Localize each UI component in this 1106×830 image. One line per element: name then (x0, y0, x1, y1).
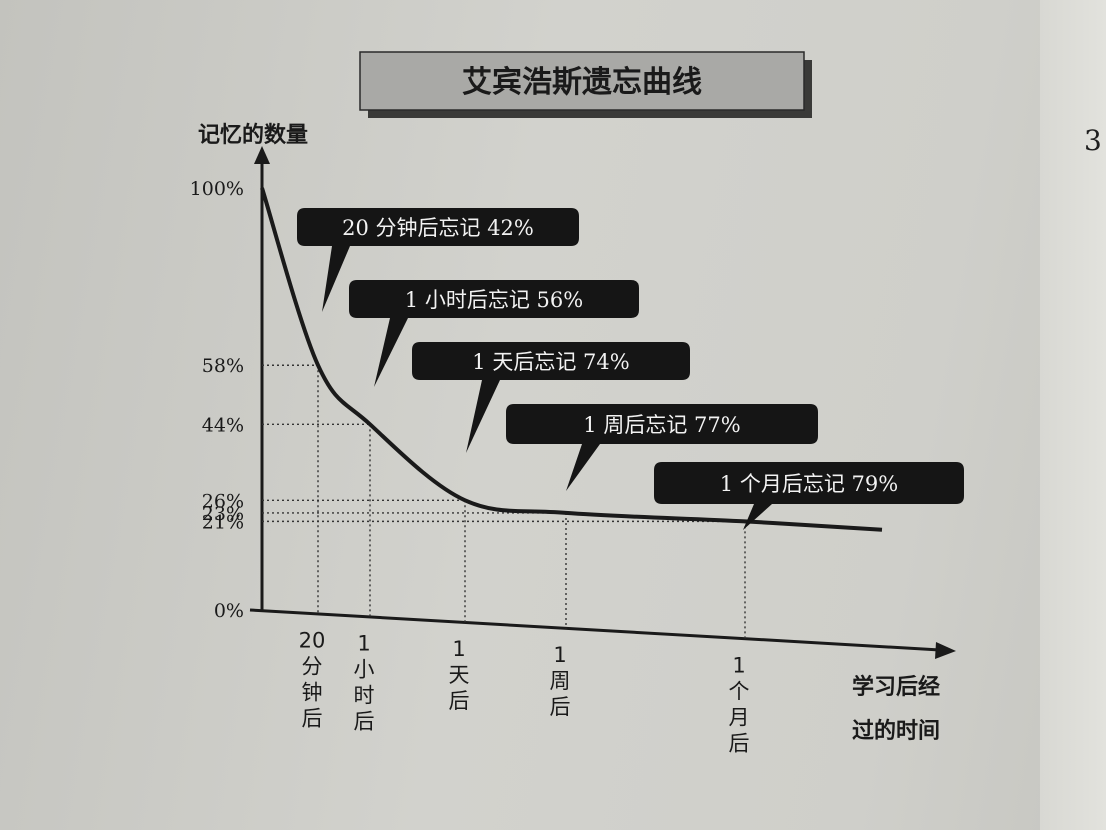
adjacent-page: 3 (1040, 0, 1106, 830)
callout-text: 1 个月后忘记 79% (720, 472, 898, 496)
callout-text: 1 周后忘记 77% (583, 413, 740, 437)
callout: 1 天后忘记 74% (412, 342, 690, 453)
y-tick-label: 23% (202, 503, 244, 525)
x-tick-label-char: 钟 (302, 681, 323, 705)
chart-title-box: 艾宾浩斯遗忘曲线 (359, 51, 812, 118)
callout-bubble (506, 404, 818, 491)
x-tick-label-char: 1 (357, 632, 370, 656)
guide-lines (262, 364, 746, 639)
x-tick-label: 1天后 (449, 637, 470, 713)
callout: 1 个月后忘记 79% (654, 462, 964, 530)
y-tick-label: 0% (214, 600, 244, 622)
y-tick-labels: 0% 21%23%26% 44% 58% 100% (190, 178, 244, 622)
y-tick-label: 21% (202, 511, 244, 533)
x-tick-label-char: 时 (354, 684, 375, 708)
x-tick-label-char: 1 (553, 643, 566, 667)
x-axis-label-line-2: 过的时间 (852, 718, 940, 744)
x-tick-label-char: 分 (302, 655, 323, 679)
x-tick-label-char: 1 (452, 637, 465, 661)
x-axis-line (249, 608, 941, 652)
y-tick-label: 44% (202, 414, 244, 436)
x-tick-label-char: 小 (354, 658, 375, 682)
y-tick-label: 58% (202, 355, 244, 377)
x-tick-label-char: 月 (729, 705, 750, 729)
callout: 1 周后忘记 77% (506, 404, 818, 491)
x-tick-label-char: 周 (550, 669, 571, 693)
page-number: 3 (1084, 124, 1102, 157)
forgetting-curve-chart: 艾宾浩斯遗忘曲线 记忆的数量 学习后经 过的时间 0% 21%23%26% 44% 5… (190, 51, 964, 756)
x-tick-label-char: 个 (729, 679, 750, 703)
x-tick-label: 1周后 (550, 643, 571, 719)
x-tick-label-char: 天 (449, 663, 470, 687)
callout-bubble (297, 208, 579, 312)
x-axis-arrow (935, 642, 956, 659)
x-tick-label-char: 20 (299, 629, 326, 653)
x-tick-label-char: 后 (550, 695, 571, 719)
callout-text: 1 天后忘记 74% (472, 350, 629, 374)
callout-bubble (349, 280, 639, 387)
axes (249, 146, 956, 659)
callout-text: 1 小时后忘记 56% (405, 288, 583, 312)
y-axis-label: 记忆的数量 (198, 122, 308, 148)
x-tick-label-char: 后 (302, 707, 323, 731)
callouts: 20 分钟后忘记 42% 1 小时后忘记 56% 1 天后忘记 74% 1 周后忘记 … (297, 208, 964, 530)
y-axis-arrow (254, 146, 270, 164)
y-tick-label: 100% (190, 178, 244, 200)
title-box-bg (359, 51, 805, 111)
x-tick-label-char: 后 (449, 689, 470, 713)
forgetting-curve-line (260, 187, 883, 532)
x-axis-label-line-1: 学习后经 (852, 674, 940, 700)
y-tick-label: 26% (202, 490, 244, 512)
chart-title: 艾宾浩斯遗忘曲线 (462, 65, 702, 100)
x-tick-label-char: 后 (729, 731, 750, 755)
callout-text: 20 分钟后忘记 42% (342, 216, 534, 240)
callout: 20 分钟后忘记 42% (297, 208, 579, 312)
callout: 1 小时后忘记 56% (349, 280, 639, 387)
x-tick-label-char: 1 (732, 653, 745, 677)
x-tick-label-char: 后 (354, 710, 375, 734)
callout-bubble (654, 462, 964, 530)
callout-bubble (412, 342, 690, 453)
